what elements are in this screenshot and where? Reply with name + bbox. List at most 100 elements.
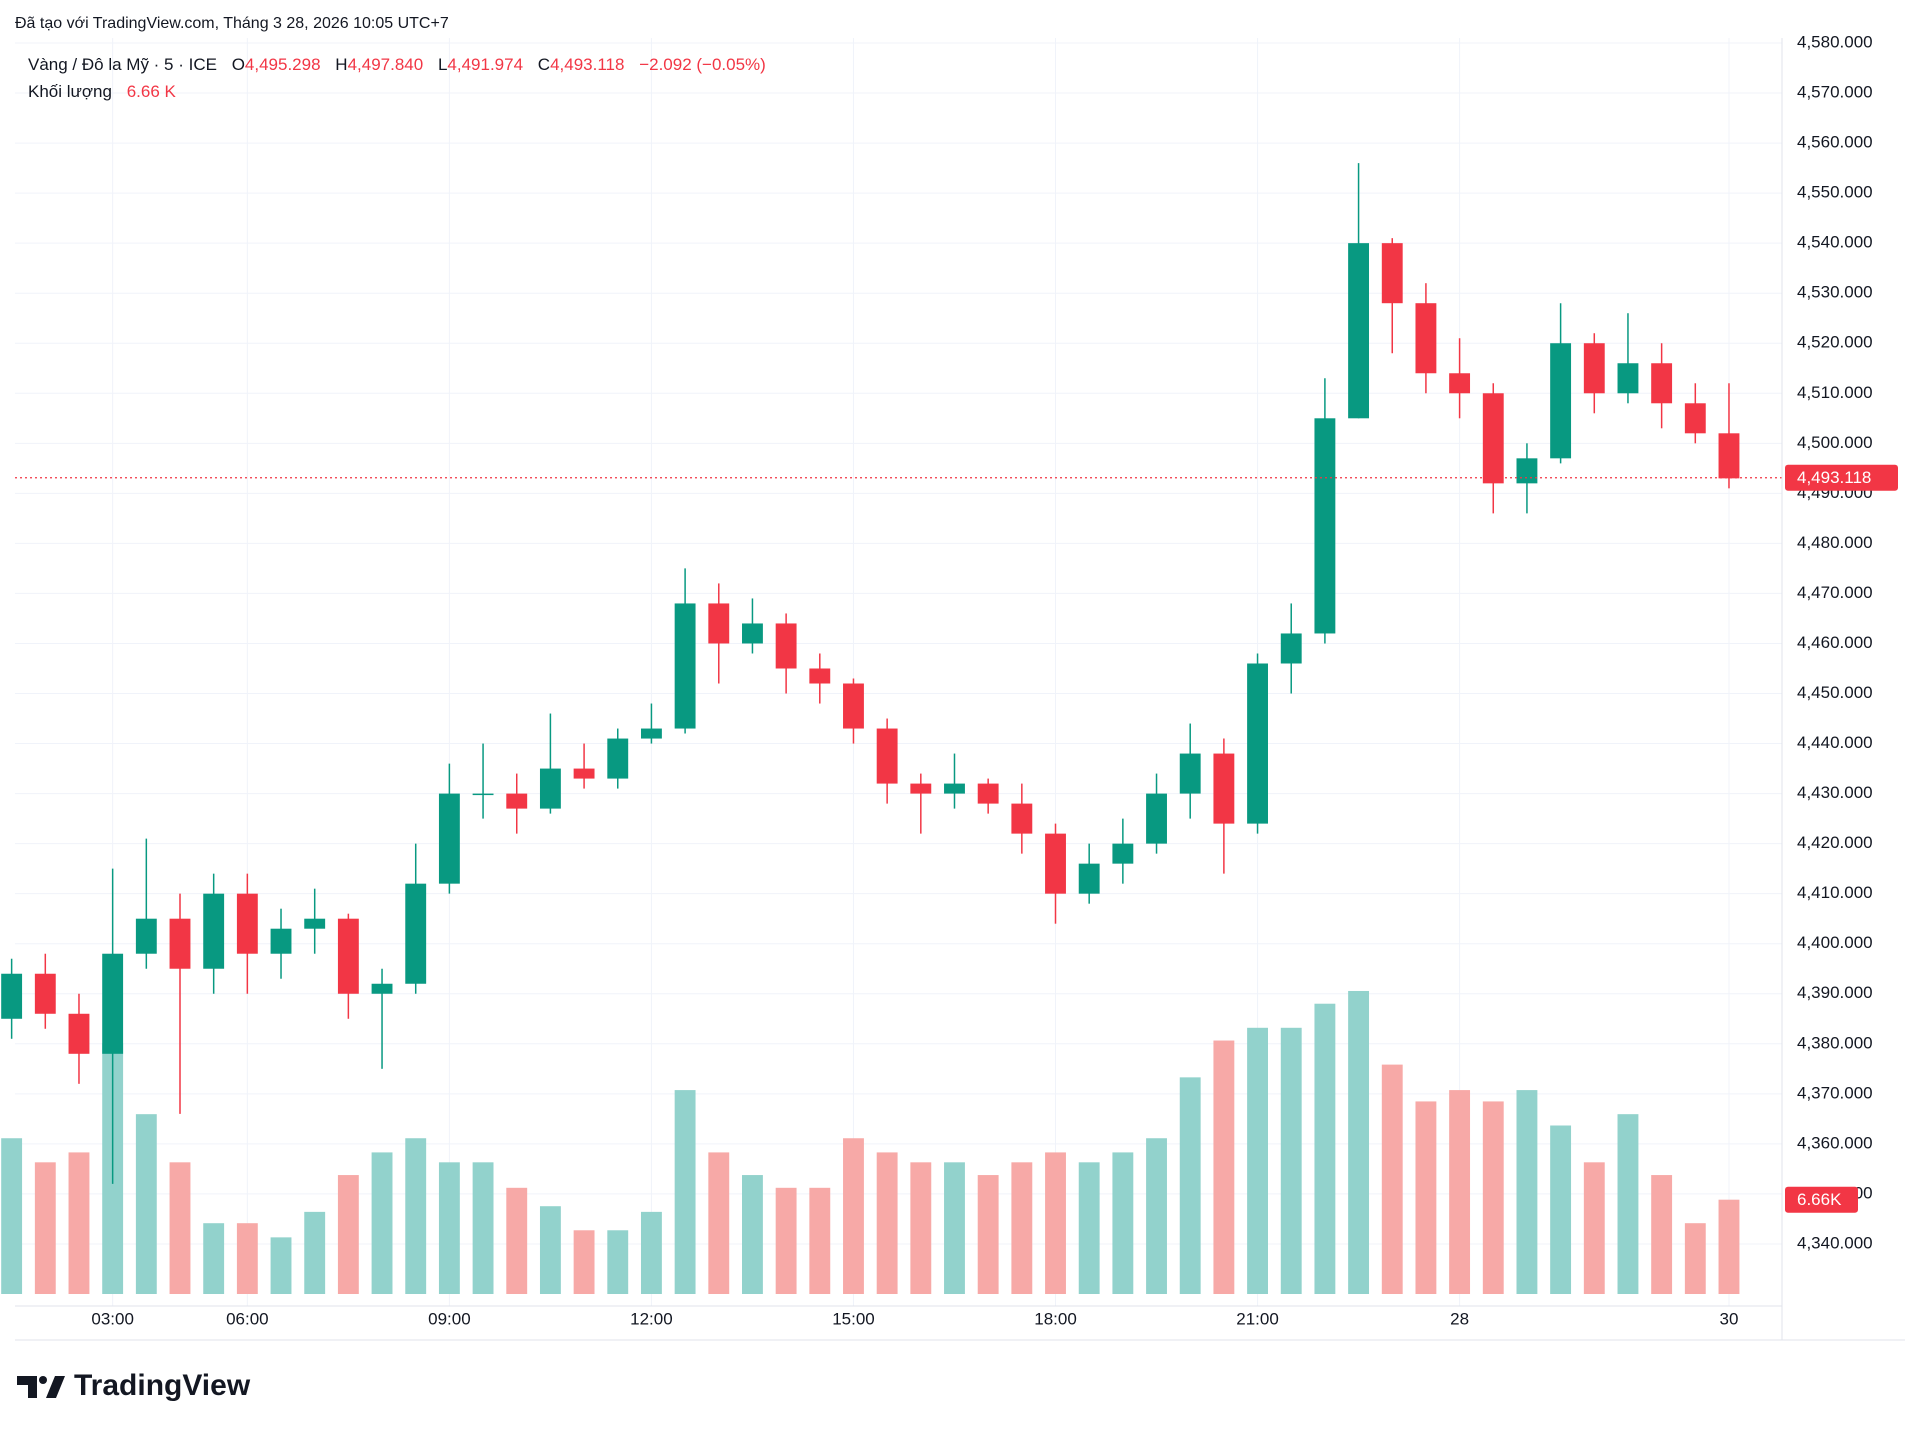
- volume-value: 6.66 K: [127, 82, 177, 101]
- x-tick-label: 18:00: [1034, 1309, 1077, 1328]
- candle-body: [405, 883, 427, 984]
- last-price-badge: [1785, 464, 1898, 491]
- candle-body: [1381, 243, 1403, 304]
- volume-bar: [1011, 1162, 1033, 1294]
- y-tick-label: 4,360.000: [1797, 1133, 1873, 1152]
- y-tick-label: 4,430.000: [1797, 783, 1873, 802]
- candle-body: [1078, 863, 1100, 894]
- candle-body: [1516, 458, 1538, 484]
- y-tick-label: 4,480.000: [1797, 533, 1873, 552]
- candle-body: [371, 983, 393, 994]
- candle-body: [1213, 753, 1235, 824]
- candle-body: [1718, 433, 1740, 479]
- volume-bar: [1112, 1152, 1134, 1294]
- candle-body: [1112, 843, 1134, 864]
- logo-dot: [39, 1376, 47, 1384]
- volume-bar: [607, 1230, 629, 1294]
- volume-bar: [876, 1152, 898, 1294]
- candle-body: [203, 893, 225, 969]
- x-tick-label: 09:00: [428, 1309, 471, 1328]
- y-tick-label: 4,570.000: [1797, 83, 1873, 102]
- candle-body: [506, 793, 528, 809]
- open-letter: O: [232, 55, 245, 74]
- candle-body: [102, 953, 124, 1054]
- y-tick-label: 4,400.000: [1797, 933, 1873, 952]
- y-tick-label: 4,560.000: [1797, 133, 1873, 152]
- volume-bar: [1213, 1040, 1235, 1294]
- volume-bar: [1314, 1003, 1336, 1294]
- candle-body: [1482, 393, 1504, 484]
- candle-body: [876, 728, 898, 784]
- volume-bar: [640, 1211, 662, 1294]
- volume-bar: [1718, 1199, 1740, 1294]
- volume-bar: [169, 1162, 191, 1294]
- candle-body: [1348, 243, 1370, 419]
- volume-bar: [809, 1187, 831, 1294]
- y-tick-label: 4,510.000: [1797, 383, 1873, 402]
- volume-bar: [1651, 1175, 1673, 1294]
- volume-bar: [1583, 1162, 1605, 1294]
- volume-bar: [1449, 1090, 1471, 1294]
- y-tick-label: 4,530.000: [1797, 283, 1873, 302]
- candle-body: [910, 783, 932, 794]
- candle-body: [135, 918, 157, 954]
- volume-bar: [371, 1152, 393, 1294]
- candle-body: [1415, 303, 1437, 374]
- candle-body: [539, 768, 561, 809]
- volume-bar: [438, 1162, 460, 1294]
- candle-body: [708, 603, 730, 644]
- candle-body: [472, 793, 494, 796]
- candle-body: [1651, 363, 1673, 404]
- grid: [15, 38, 1782, 1306]
- candle-body: [1146, 793, 1167, 844]
- logo: TradingView: [17, 1369, 251, 1402]
- candle-body: [1247, 663, 1268, 824]
- low-letter: L: [438, 55, 447, 74]
- open-value: 4,495.298: [245, 55, 321, 74]
- y-tick-label: 4,420.000: [1797, 833, 1873, 852]
- volume-bar: [472, 1162, 494, 1294]
- volume-bar: [34, 1162, 56, 1294]
- candle-body: [1179, 753, 1201, 794]
- volume-bar: [944, 1162, 965, 1294]
- x-tick-label: 30: [1720, 1309, 1739, 1328]
- volume-bar: [1280, 1027, 1302, 1294]
- x-tick-label: 03:00: [91, 1309, 134, 1328]
- volume-bar: [337, 1175, 359, 1294]
- candle-body: [573, 768, 595, 779]
- volume-bar: [135, 1114, 157, 1294]
- y-tick-label: 4,340.000: [1797, 1233, 1873, 1252]
- last-volume-label: 6.66K: [1797, 1190, 1842, 1209]
- candle-body: [843, 683, 864, 729]
- y-tick-label: 4,380.000: [1797, 1033, 1873, 1052]
- axes: 4,340.0004,350.0004,360.0004,370.0004,38…: [91, 32, 1898, 1328]
- candle-body: [1011, 803, 1033, 834]
- volume-bar: [270, 1237, 292, 1294]
- y-tick-label: 4,370.000: [1797, 1083, 1873, 1102]
- candle-body: [809, 668, 831, 684]
- volume-bar: [203, 1223, 225, 1294]
- candle-body: [304, 918, 326, 929]
- candle-body: [34, 973, 56, 1014]
- candle-body: [1314, 418, 1336, 634]
- candle-body: [68, 1013, 90, 1054]
- volume-bar: [775, 1187, 797, 1294]
- y-tick-label: 4,540.000: [1797, 233, 1873, 252]
- legend-line: Vàng / Đô la Mỹ · 5 · ICE O4,495.298 H4,…: [28, 55, 766, 74]
- y-tick-label: 4,470.000: [1797, 583, 1873, 602]
- change-value: −2.092 (−0.05%): [639, 55, 766, 74]
- volume-bar: [506, 1187, 528, 1294]
- high-letter: H: [335, 55, 347, 74]
- volume-bar: [1348, 990, 1370, 1294]
- candle-body: [270, 928, 292, 954]
- candle-body: [1583, 343, 1605, 394]
- volume-bar: [1146, 1138, 1167, 1294]
- volume-bar: [977, 1175, 999, 1294]
- candle-body: [1, 973, 23, 1019]
- x-tick-label: 21:00: [1236, 1309, 1279, 1328]
- candle-body: [1280, 633, 1302, 664]
- y-tick-label: 4,550.000: [1797, 183, 1873, 202]
- candle-body: [236, 893, 258, 954]
- y-tick-label: 4,460.000: [1797, 633, 1873, 652]
